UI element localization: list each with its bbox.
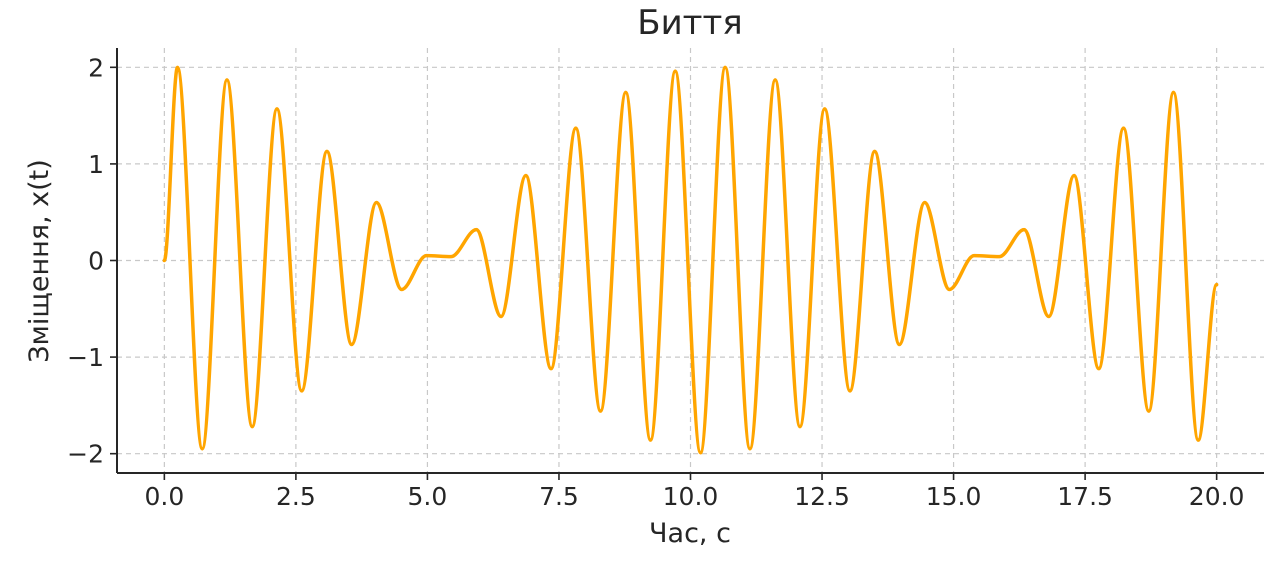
y-tick-label: 0 (88, 247, 104, 276)
y-axis-label: Зміщення, x(t) (24, 159, 55, 363)
chart-title: Биття (637, 3, 743, 43)
y-tick-label: 2 (88, 53, 104, 82)
x-tick-label: 15.0 (926, 482, 982, 511)
x-tick-label: 7.5 (539, 482, 579, 511)
x-tick-label: 5.0 (408, 482, 448, 511)
y-tick-label: −1 (67, 343, 104, 372)
x-tick-label: 2.5 (276, 482, 316, 511)
x-tick-label: 10.0 (663, 482, 719, 511)
x-tick-label: 17.5 (1057, 482, 1113, 511)
ticks: 0.0 2.5 5.0 7.5 10.0 12.5 15.0 17.5 20.0 2 1 0 −1 −2 (67, 53, 1244, 511)
y-tick-label: 1 (88, 150, 104, 179)
x-tick-label: 12.5 (794, 482, 850, 511)
x-tick-label: 20.0 (1189, 482, 1245, 511)
series-line (162, 65, 1219, 455)
x-tick-label: 0.0 (144, 482, 184, 511)
x-axis-label: Час, с (649, 518, 731, 549)
series-layer (162, 65, 1219, 455)
y-tick-label: −2 (67, 440, 104, 469)
